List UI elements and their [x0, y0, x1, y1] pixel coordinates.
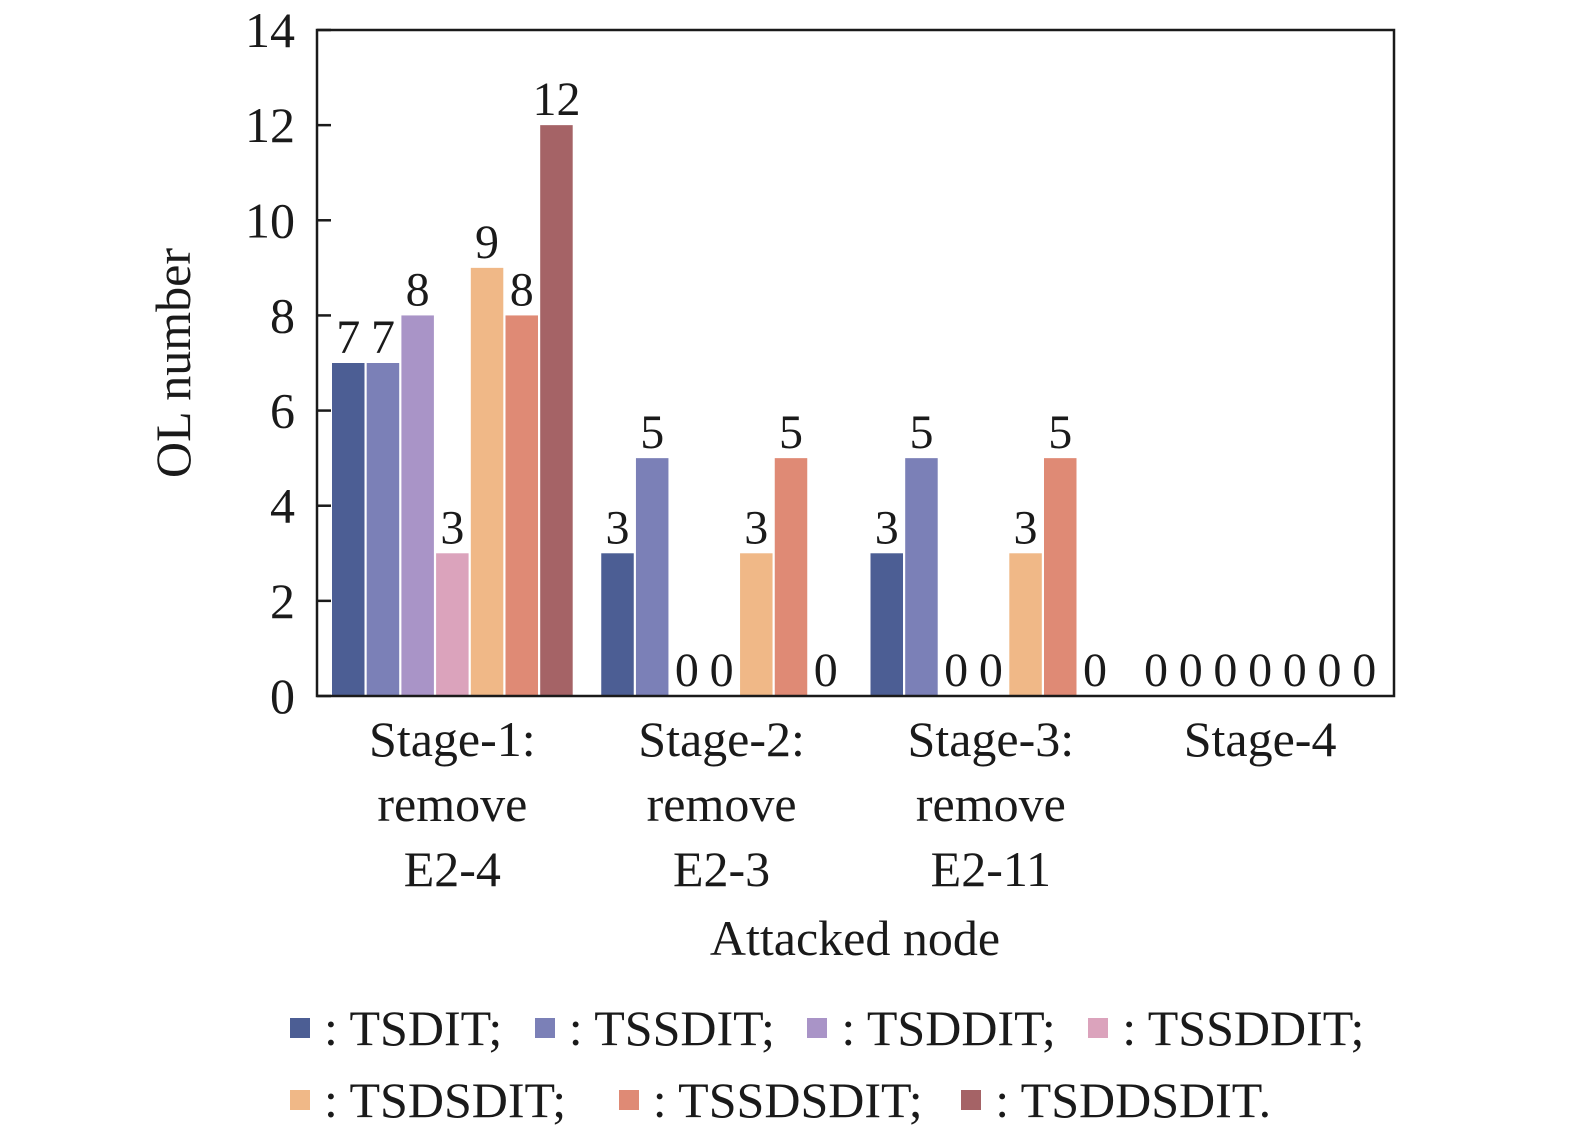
bar-value-label: 0: [1213, 644, 1237, 697]
bar-value-label: 0: [1318, 644, 1342, 697]
bar: [870, 553, 903, 696]
bar-value-label: 0: [1248, 644, 1272, 697]
y-tick-label: 14: [245, 2, 295, 58]
bar: [401, 315, 434, 696]
y-tick-label: 10: [245, 192, 295, 248]
bar: [905, 458, 938, 696]
legend-item-tsdit: : TSDIT;: [290, 992, 502, 1064]
y-tick-label: 8: [270, 287, 295, 343]
bar-value-label: 12: [532, 73, 580, 126]
bar: [601, 553, 634, 696]
bar-value-label: 8: [510, 263, 534, 316]
bar-value-label: 8: [406, 263, 430, 316]
bar-value-label: 0: [944, 644, 968, 697]
plot-frame: [315, 28, 1396, 698]
y-tick-label: 4: [270, 478, 295, 534]
legend-swatch: [1088, 1018, 1109, 1038]
bar-value-label: 0: [979, 644, 1003, 697]
bar-value-label: 9: [475, 216, 499, 269]
legend-item-tsddit: : TSDDIT;: [807, 992, 1056, 1064]
bars-layer: [332, 125, 1077, 696]
legend-swatch: [290, 1018, 310, 1038]
bar-value-label: 3: [440, 501, 464, 554]
legend-label: : TSDDIT;: [841, 1000, 1056, 1056]
y-tick-label: 2: [270, 573, 295, 629]
bar: [540, 125, 573, 696]
y-tick-label: 6: [270, 383, 295, 439]
bar-value-label: 0: [1083, 644, 1107, 697]
bar-value-label: 3: [875, 501, 899, 554]
x-axis-label: Attacked node: [710, 910, 1000, 966]
legend-label: : TSDDSDIT.: [995, 1072, 1272, 1128]
bar-value-label: 5: [640, 406, 664, 459]
bar-value-label: 7: [336, 311, 360, 364]
x-tick-label: Stage-1: remove E2-4: [369, 711, 536, 897]
legend-swatch: [807, 1018, 828, 1038]
axes-layer: Stage-1: remove E2-4 Stage-2: remove E2-3 Stag…: [245, 2, 1336, 897]
bar: [1009, 553, 1042, 696]
bar-value-label: 0: [1179, 644, 1203, 697]
bar: [1044, 458, 1077, 696]
bar-value-label: 3: [744, 501, 768, 554]
legend-item-tssdit: : TSSDIT;: [534, 992, 775, 1064]
bar: [366, 363, 400, 696]
x-tick-label: Stage-2: remove E2-3: [638, 711, 805, 897]
legend-swatch: [961, 1090, 982, 1110]
bar-value-label: 3: [606, 501, 630, 554]
bar-value-label: 5: [1048, 406, 1072, 459]
legend-label: : TSSDSDIT;: [652, 1072, 923, 1128]
y-tick-label: 0: [270, 668, 295, 724]
legend-item-tsdsdit: : TSDSDIT;: [290, 1064, 566, 1136]
y-tick-label: 12: [245, 97, 295, 153]
bar-value-label: 0: [1352, 644, 1376, 697]
y-axis-label: OL number: [145, 248, 201, 478]
x-tick-label: Stage-4: [1184, 711, 1337, 767]
bar-value-label: 7: [371, 311, 395, 364]
legend-item-tssdsdit: : TSSDSDIT;: [618, 1064, 923, 1136]
bar: [774, 458, 808, 696]
bar-value-label: 5: [779, 406, 803, 459]
x-tick-label: Stage-3: remove E2-11: [908, 711, 1075, 897]
legend-swatch: [534, 1018, 555, 1038]
bar: [505, 315, 538, 696]
bar: [635, 458, 669, 696]
legend-row-1: : TSDIT; : TSSDIT; : TSDDIT; : TSSDDIT;: [290, 985, 1384, 1064]
bar-value-label: 3: [1014, 501, 1038, 554]
bar: [470, 267, 504, 696]
legend-item-tsddsdit: : TSDDSDIT.: [961, 1064, 1271, 1136]
legend-row-2: : TSDSDIT; : TSSDSDIT; : TSDDSDIT.: [290, 1057, 1291, 1136]
legend-label: : TSDIT;: [324, 1000, 503, 1056]
bar-value-label: 0: [675, 644, 699, 697]
legend-swatch: [290, 1090, 310, 1110]
bar-value-label: 0: [710, 644, 734, 697]
bar: [436, 553, 469, 696]
bar-value-label: 0: [814, 644, 838, 697]
bar: [332, 363, 365, 696]
bar-value-label: 0: [1283, 644, 1307, 697]
legend-label: : TSDSDIT;: [324, 1072, 567, 1128]
legend-swatch: [618, 1090, 639, 1110]
legend-label: : TSSDIT;: [568, 1000, 775, 1056]
bar: [740, 553, 773, 696]
legend-label: : TSSDDIT;: [1122, 1000, 1365, 1056]
bar-value-label: 5: [909, 406, 933, 459]
legend-item-tssddit: : TSSDDIT;: [1088, 992, 1364, 1064]
bar-value-label: 0: [1144, 644, 1168, 697]
